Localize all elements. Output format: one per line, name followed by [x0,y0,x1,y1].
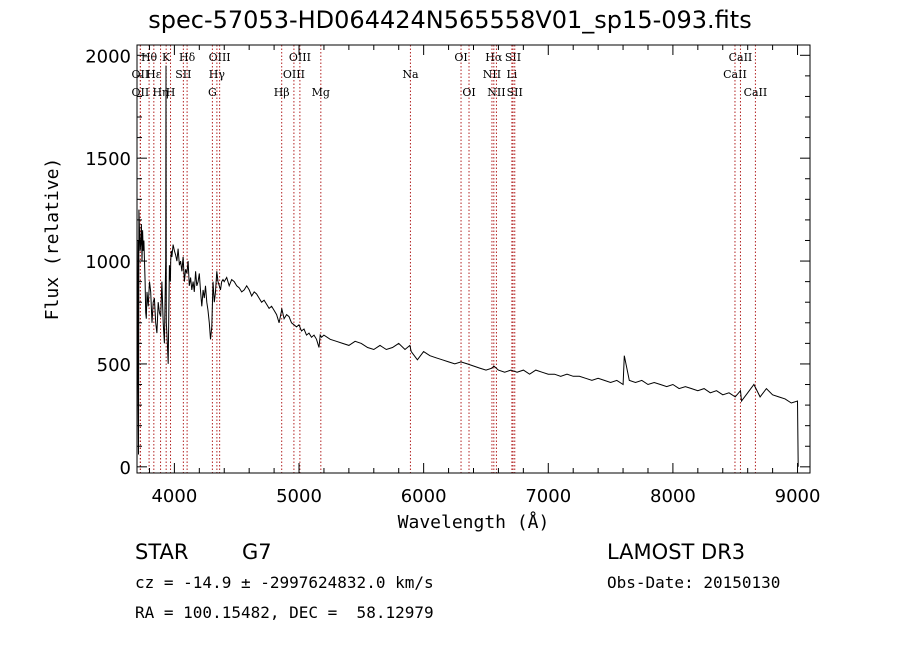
line-label-19: Hα [485,51,503,64]
redshift-line: cz = -14.9 ± -2997624832.0 km/s [135,573,434,592]
x-tick-label-4: 8000 [650,486,696,507]
chart-axes: 4000 5000 6000 7000 8000 9000 0 500 1000 1500 2000… [42,44,821,533]
line-label-5: K [162,51,171,64]
x-tick-label-3: 7000 [525,486,571,507]
line-label-22: SII [505,51,521,64]
line-label-16: Na [402,68,419,81]
line-label-11: G [208,86,217,99]
spectrum-plot [136,65,799,467]
y-tick-label-3: 1500 [85,149,131,170]
line-label-17: OI [454,51,467,64]
series-line-0 [136,65,799,467]
line-label-0: OII [132,86,150,99]
line-label-4: Hη [152,86,168,99]
y-tick-label-4: 2000 [85,46,131,67]
x-tick-label-2: 6000 [401,486,447,507]
line-label-23: Li [506,68,517,81]
line-label-25: CaII [729,51,753,64]
line-label-10: Hγ [209,68,226,81]
chart-title: spec-57053-HD064424N565558V01_sp15-093.f… [148,6,752,34]
survey-name: LAMOST DR3 [607,540,746,564]
line-label-13: OIII [289,51,311,64]
line-label-12: Hβ [274,86,290,99]
line-label-24: SII [507,86,523,99]
obs-date-line: Obs-Date: 20150130 [607,573,781,592]
plot-frame [136,44,811,474]
line-label-27: CaII [744,86,768,99]
line-label-7: SII [175,68,191,81]
x-tick-label-0: 4000 [151,486,197,507]
radec-line: RA = 100.15482, DEC = 58.12979 [135,603,434,622]
line-label-15: Mg [312,86,330,99]
x-tick-label-5: 9000 [775,486,821,507]
y-tick-label-2: 1000 [85,252,131,273]
line-label-21: NII [487,86,505,99]
line-label-8: Hδ [179,51,196,64]
line-label-26: CaII [723,68,747,81]
line-label-18: OI [462,86,475,99]
line-label-20: NII [483,68,501,81]
y-tick-label-0: 0 [120,458,131,479]
object-subclass: G7 [242,540,272,564]
line-label-6: H [166,86,176,99]
line-label-1: Hθ [141,51,158,64]
object-class: STAR [135,540,189,564]
y-axis-label: Flux (relative) [42,158,63,321]
x-tick-label-1: 5000 [276,486,322,507]
y-tick-label-1: 500 [97,355,131,376]
line-label-9: OIII [209,51,231,64]
line-label-3: Hε [146,68,162,81]
x-axis-label: Wavelength (Å) [398,511,550,533]
line-label-2: OII [132,68,150,81]
line-label-14: OIII [283,68,305,81]
